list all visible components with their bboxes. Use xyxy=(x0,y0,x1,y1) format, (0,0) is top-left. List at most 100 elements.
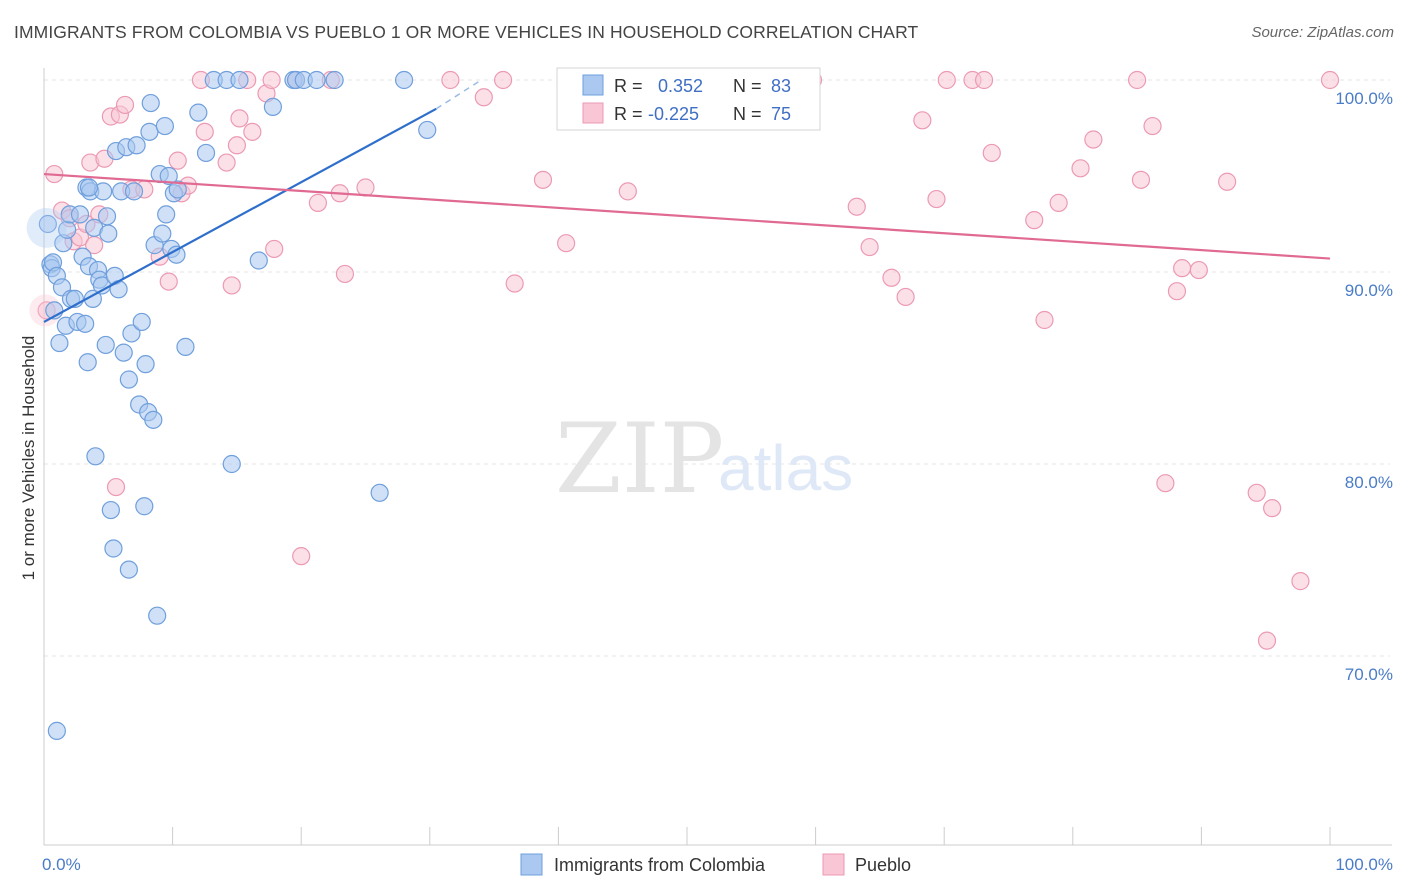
colombia-point-30 xyxy=(97,207,117,226)
pueblo-point-35 xyxy=(308,193,328,212)
x-tick-label-1: 100.0% xyxy=(1335,855,1393,874)
stats-blue-n-value: 83 xyxy=(771,76,791,96)
pueblo-point-76 xyxy=(1320,70,1340,90)
colombia-point-51 xyxy=(144,410,163,429)
watermark-atlas: atlas xyxy=(718,432,853,504)
pueblo-point-46 xyxy=(618,182,637,201)
pueblo-points xyxy=(29,70,1340,650)
pueblo-point-51 xyxy=(860,237,879,257)
pueblo-point-54 xyxy=(913,111,932,130)
pueblo-point-66 xyxy=(1131,170,1151,189)
watermark-zip: ZIP xyxy=(555,403,724,515)
stats-pink-r-value: -0.225 xyxy=(648,104,699,124)
y-tick-label-3: 70.0% xyxy=(1345,665,1393,684)
colombia-point-17 xyxy=(76,314,95,333)
pueblo-point-52 xyxy=(882,268,901,287)
colombia-point-57 xyxy=(157,205,176,224)
colombia-point-33 xyxy=(104,539,123,558)
pueblo-point-64 xyxy=(1084,130,1103,149)
legend-swatch-pueblo xyxy=(822,853,845,876)
pueblo-point-42 xyxy=(494,70,513,90)
pueblo-point-62 xyxy=(1049,193,1068,212)
colombia-point-29 xyxy=(96,335,115,355)
axes xyxy=(43,68,1392,846)
pueblo-point-65 xyxy=(1127,70,1147,90)
pueblo-point-32 xyxy=(262,70,281,90)
pueblo-point-19 xyxy=(168,151,187,170)
stats-box: R = 0.352 N = 83 R = -0.225 N = 75 xyxy=(556,67,821,131)
colombia-trend-line xyxy=(43,107,437,323)
pueblo-point-18 xyxy=(159,272,178,291)
gridlines xyxy=(44,79,1390,657)
pueblo-trend-line xyxy=(43,172,1331,260)
pueblo-point-34 xyxy=(292,547,311,566)
colombia-point-24 xyxy=(86,447,105,466)
colombia-point-62 xyxy=(168,180,187,199)
colombia-point-50 xyxy=(141,93,160,113)
pueblo-point-50 xyxy=(847,197,866,216)
colombia-point-42 xyxy=(124,182,144,201)
colombia-point-43 xyxy=(127,136,146,155)
colombia-point-36 xyxy=(109,280,128,299)
pueblo-point-38 xyxy=(335,264,355,284)
stats-pink-n-label: N = xyxy=(733,104,762,124)
colombia-point-77 xyxy=(370,483,389,502)
pueblo-point-31 xyxy=(265,239,284,259)
colombia-points xyxy=(26,70,437,740)
pueblo-point-73 xyxy=(1257,631,1277,650)
colombia-point-58 xyxy=(159,166,178,186)
colombia-point-65 xyxy=(196,143,216,163)
pueblo-point-59 xyxy=(974,70,994,90)
colombia-point-0 xyxy=(38,214,57,234)
colombia-point-55 xyxy=(153,224,172,243)
pueblo-point-63 xyxy=(1071,159,1090,178)
colombia-point-78 xyxy=(394,70,414,90)
y-tick-label-1: 90.0% xyxy=(1345,281,1393,300)
colombia-point-79 xyxy=(418,120,437,140)
pueblo-point-74 xyxy=(1263,499,1282,518)
chart-title: IMMIGRANTS FROM COLOMBIA VS PUEBLO 1 OR … xyxy=(14,22,919,42)
pueblo-point-68 xyxy=(1167,282,1187,301)
colombia-point-46 xyxy=(135,497,154,516)
colombia-point-71 xyxy=(263,97,283,116)
colombia-point-75 xyxy=(307,70,326,90)
colombia-point-19 xyxy=(78,353,97,372)
y-tick-label-0: 100.0% xyxy=(1335,89,1393,108)
pueblo-point-23 xyxy=(195,122,214,141)
colombia-point-40 xyxy=(119,370,138,389)
colombia-point-32 xyxy=(101,500,120,520)
colombia-point-15 xyxy=(70,205,90,224)
pueblo-point-71 xyxy=(1218,172,1237,191)
legend-label-pueblo: Pueblo xyxy=(855,855,911,875)
colombia-point-56 xyxy=(155,116,174,136)
colombia-point-38 xyxy=(114,343,133,362)
y-tick-label-2: 80.0% xyxy=(1345,473,1393,492)
pueblo-point-72 xyxy=(1247,483,1266,502)
colombia-point-63 xyxy=(176,337,195,356)
pueblo-point-56 xyxy=(937,70,956,90)
colombia-trend-extension xyxy=(435,79,482,110)
stats-pink-n-value: 75 xyxy=(771,104,791,124)
colombia-point-76 xyxy=(325,70,344,90)
colombia-cluster-blob xyxy=(26,207,67,248)
legend-label-colombia: Immigrants from Colombia xyxy=(554,855,766,875)
colombia-point-53 xyxy=(148,606,167,625)
legend-swatch-colombia xyxy=(520,853,543,876)
pueblo-point-67 xyxy=(1143,116,1162,136)
colombia-point-6 xyxy=(50,333,69,353)
pueblo-point-61 xyxy=(1035,310,1054,330)
colombia-point-49 xyxy=(140,122,159,141)
pueblo-point-14 xyxy=(115,95,135,115)
pueblo-point-44 xyxy=(533,170,553,189)
colombia-point-31 xyxy=(99,224,118,243)
pueblo-point-69 xyxy=(1173,259,1192,278)
stats-blue-r-value: 0.352 xyxy=(658,76,703,96)
colombia-point-70 xyxy=(249,251,268,270)
watermark: ZIP atlas xyxy=(555,403,853,515)
pueblo-point-77 xyxy=(1156,474,1175,493)
colombia-point-82 xyxy=(119,560,138,579)
pueblo-point-70 xyxy=(1189,260,1208,280)
stats-swatch-blue xyxy=(582,74,604,96)
stats-swatch-pink xyxy=(582,102,604,124)
